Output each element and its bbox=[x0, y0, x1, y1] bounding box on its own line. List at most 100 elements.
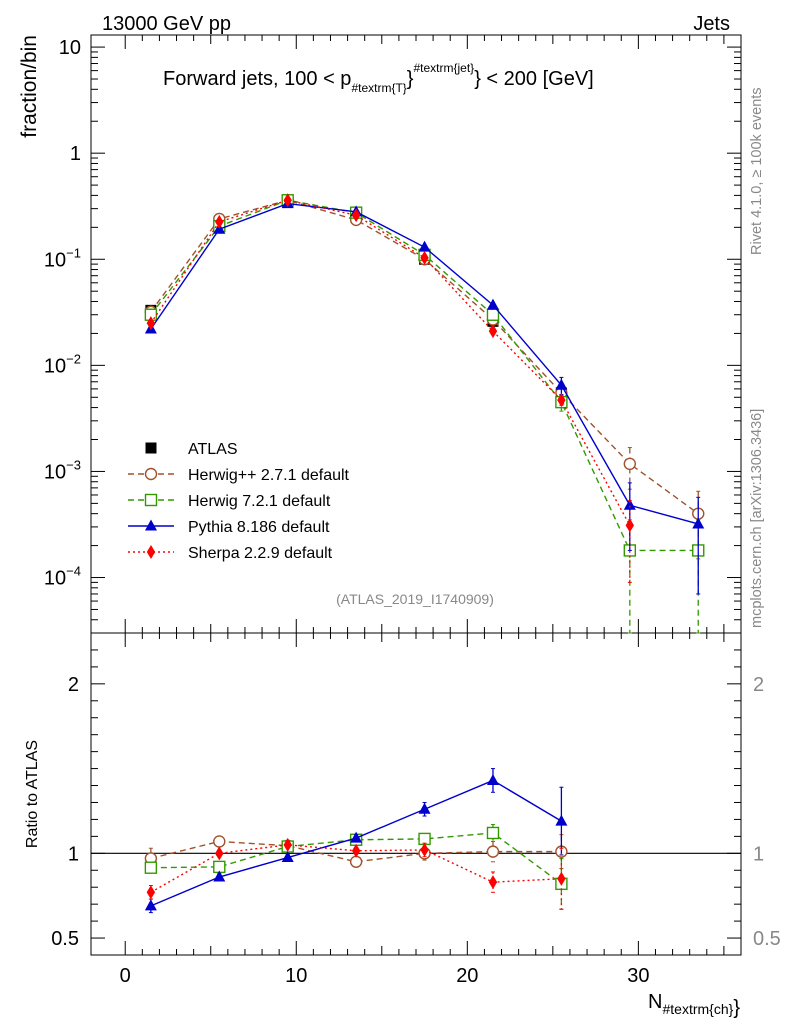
title-superscript: #textrm{jet} bbox=[413, 61, 474, 75]
ratio-series-sherpa-2-2-9-default bbox=[146, 837, 566, 910]
x-axis-label-sub: #textrm{ch} bbox=[662, 1001, 733, 1017]
ratio-point-pythia-8-186-default bbox=[350, 831, 363, 843]
ratio-point-sherpa-2-2-9-default bbox=[557, 871, 566, 886]
main-point-pythia-8-186-default bbox=[418, 240, 431, 252]
analysis-watermark: (ATLAS_2019_I1740909) bbox=[336, 591, 494, 607]
y-tick-label: 10−2 bbox=[44, 351, 81, 377]
header-left: 13000 GeV pp bbox=[102, 13, 231, 35]
main-series-group bbox=[144, 193, 705, 634]
main-point-pythia-8-186-default bbox=[692, 517, 705, 529]
ratio-series-group bbox=[144, 768, 568, 914]
x-tick-label: 10 bbox=[285, 965, 307, 987]
main-y-axis-label: fraction/bin bbox=[18, 35, 41, 138]
main-point-sherpa-2-2-9-default bbox=[146, 316, 156, 331]
legend-marker bbox=[145, 519, 157, 531]
main-plot-frame bbox=[90, 34, 742, 634]
ratio-point-pythia-8-186-default bbox=[281, 851, 294, 863]
main-point-sherpa-2-2-9-default bbox=[351, 208, 361, 223]
ratio-series-pythia-8-186-default bbox=[144, 768, 568, 914]
main-point-sherpa-2-2-9-default bbox=[283, 193, 292, 208]
main-point-sherpa-2-2-9-default bbox=[215, 214, 224, 229]
main-point-pythia-8-186-default bbox=[623, 498, 636, 510]
x-axis-label-main: N bbox=[648, 991, 662, 1013]
ratio-point-sherpa-2-2-9-default bbox=[420, 842, 429, 857]
ratio-plot-frame bbox=[90, 632, 742, 956]
x-axis-label-brace: } bbox=[733, 997, 740, 1019]
y-tick-label: 10−3 bbox=[44, 457, 81, 483]
legend-label: Herwig 7.2.1 default bbox=[188, 493, 331, 510]
ratio-point-sherpa-2-2-9-default bbox=[215, 846, 224, 861]
main-point-pythia-8-186-default bbox=[555, 378, 568, 390]
legend-item-atlas: ATLAS bbox=[145, 441, 238, 458]
ratio-point-sherpa-2-2-9-default bbox=[146, 885, 156, 900]
y-tick-label: 10 bbox=[59, 37, 81, 59]
x-tick-label: 30 bbox=[627, 965, 649, 987]
y-tick-label-base: 10 bbox=[44, 461, 66, 483]
legend-label: ATLAS bbox=[188, 441, 238, 458]
ratio-y-axis-label: Ratio to ATLAS bbox=[24, 740, 41, 848]
y-tick-label-base: 10 bbox=[59, 37, 81, 59]
legend-item-sherpa-2-2-9-default: Sherpa 2.2.9 default bbox=[128, 545, 333, 562]
header-right: Jets bbox=[693, 13, 730, 35]
ratio-point-herwig-2-7-1-default bbox=[349, 855, 363, 868]
legend-marker bbox=[145, 442, 157, 454]
ratio-point-sherpa-2-2-9-default bbox=[488, 875, 498, 890]
main-series-sherpa-2-2-9-default bbox=[146, 193, 635, 583]
main-point-sherpa-2-2-9-default bbox=[488, 324, 498, 339]
main-point-sherpa-2-2-9-default bbox=[557, 393, 566, 408]
main-point-sherpa-2-2-9-default bbox=[625, 518, 635, 533]
ratio-y-tick-label: 1 bbox=[68, 843, 79, 865]
ratio-point-herwig-2-7-1-default bbox=[213, 835, 226, 848]
x-axis-label: N#textrm{ch}} bbox=[648, 991, 740, 1019]
ratio-point-herwig-7-2-1-default bbox=[486, 826, 500, 840]
ratio-y-tick-label: 2 bbox=[68, 674, 79, 696]
legend-label: Sherpa 2.2.9 default bbox=[188, 545, 333, 562]
main-point-herwig-7-2-1-default bbox=[486, 308, 500, 321]
title-subscript: #textrm{T} bbox=[351, 81, 406, 95]
legend-marker bbox=[144, 493, 158, 507]
legend-marker bbox=[146, 545, 156, 559]
ratio-point-pythia-8-186-default bbox=[555, 814, 568, 826]
y-tick-label-base: 10 bbox=[44, 249, 66, 271]
legend-item-herwig-7-2-1-default: Herwig 7.2.1 default bbox=[128, 493, 331, 510]
legend-label: Pythia 8.186 default bbox=[188, 519, 330, 536]
y-tick-label-exponent: −3 bbox=[66, 457, 81, 472]
title-part-1: Forward jets, 100 < p bbox=[163, 68, 351, 90]
title-brace: } bbox=[407, 68, 414, 90]
ratio-y-tick-label-right: 2 bbox=[753, 674, 764, 696]
side-label-bottom: mcplots.cern.ch [arXiv:1306.3436] bbox=[749, 409, 765, 628]
legend-label: Herwig++ 2.7.1 default bbox=[188, 467, 350, 484]
ratio-y-tick-label-right: 0.5 bbox=[753, 928, 781, 950]
ratio-y-tick-label: 0.5 bbox=[51, 928, 79, 950]
y-tick-label: 10−4 bbox=[44, 564, 81, 590]
x-tick-label: 20 bbox=[456, 965, 478, 987]
y-tick-label-base: 10 bbox=[44, 568, 66, 590]
chart-title: Forward jets, 100 < p#textrm{T}}#textrm{… bbox=[163, 61, 594, 95]
y-tick-label-exponent: −4 bbox=[66, 564, 81, 579]
y-tick-label-base: 1 bbox=[70, 143, 81, 165]
ratio-point-pythia-8-186-default bbox=[213, 870, 226, 882]
y-tick-label-exponent: −1 bbox=[66, 245, 81, 260]
y-tick-label: 1 bbox=[70, 143, 81, 165]
legend: ATLAS Herwig++ 2.7.1 default Herwig 7.2.1 … bbox=[128, 441, 350, 562]
main-line-herwig-2-7-1-default bbox=[150, 199, 699, 515]
y-tick-label-exponent: −2 bbox=[66, 351, 81, 366]
ratio-point-herwig-7-2-1-default bbox=[144, 861, 158, 874]
main-line-sherpa-2-2-9-default bbox=[150, 199, 631, 526]
main-point-sherpa-2-2-9-default bbox=[420, 250, 429, 265]
ratio-point-sherpa-2-2-9-default bbox=[283, 837, 292, 852]
ratio-point-pythia-8-186-default bbox=[418, 802, 431, 814]
ratio-point-herwig-2-7-1-default bbox=[486, 845, 500, 858]
ratio-axes: 2 2 1 1 0.5 0.5 0 10 20 30 bbox=[51, 633, 781, 987]
ratio-point-pythia-8-186-default bbox=[144, 899, 157, 911]
y-tick-label: 10−1 bbox=[44, 245, 81, 271]
legend-item-herwig-2-7-1-default: Herwig++ 2.7.1 default bbox=[128, 467, 350, 484]
x-tick-label: 0 bbox=[120, 965, 131, 987]
title-part-2: } < 200 [GeV] bbox=[474, 68, 594, 90]
main-point-pythia-8-186-default bbox=[486, 298, 499, 310]
main-point-herwig-2-7-1-default bbox=[623, 457, 637, 471]
main-series-atlas bbox=[145, 196, 567, 399]
ratio-y-tick-label-right: 1 bbox=[753, 843, 764, 865]
